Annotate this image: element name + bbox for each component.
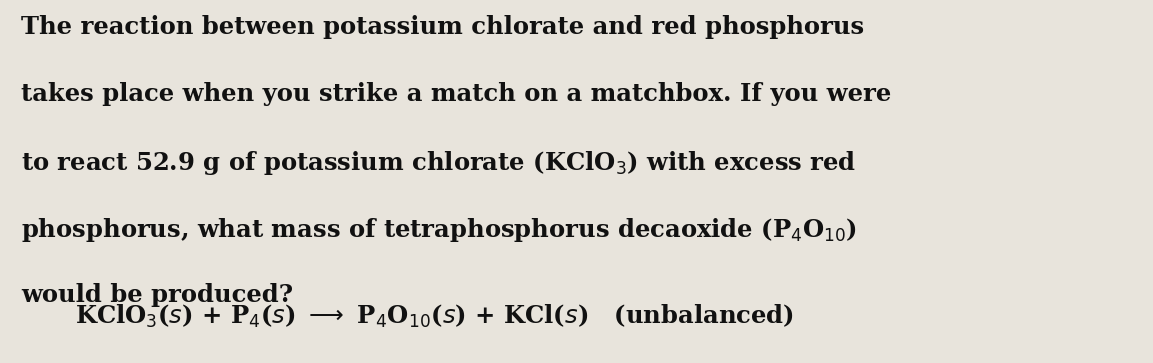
Text: to react 52.9 g of potassium chlorate (KClO$_3$) with excess red: to react 52.9 g of potassium chlorate (K… xyxy=(21,149,857,177)
Text: The reaction between potassium chlorate and red phosphorus: The reaction between potassium chlorate … xyxy=(21,15,864,38)
Text: takes place when you strike a match on a matchbox. If you were: takes place when you strike a match on a… xyxy=(21,82,891,106)
Text: would be produced?: would be produced? xyxy=(21,283,293,307)
Text: phosphorus, what mass of tetraphosphorus decaoxide (P$_4$O$_{10}$): phosphorus, what mass of tetraphosphorus… xyxy=(21,216,857,244)
Text: KClO$_3$($s$) + P$_4$($s$) $\longrightarrow$ P$_4$O$_{10}$($s$) + KCl($s$)   (un: KClO$_3$($s$) + P$_4$($s$) $\longrightar… xyxy=(75,303,794,330)
